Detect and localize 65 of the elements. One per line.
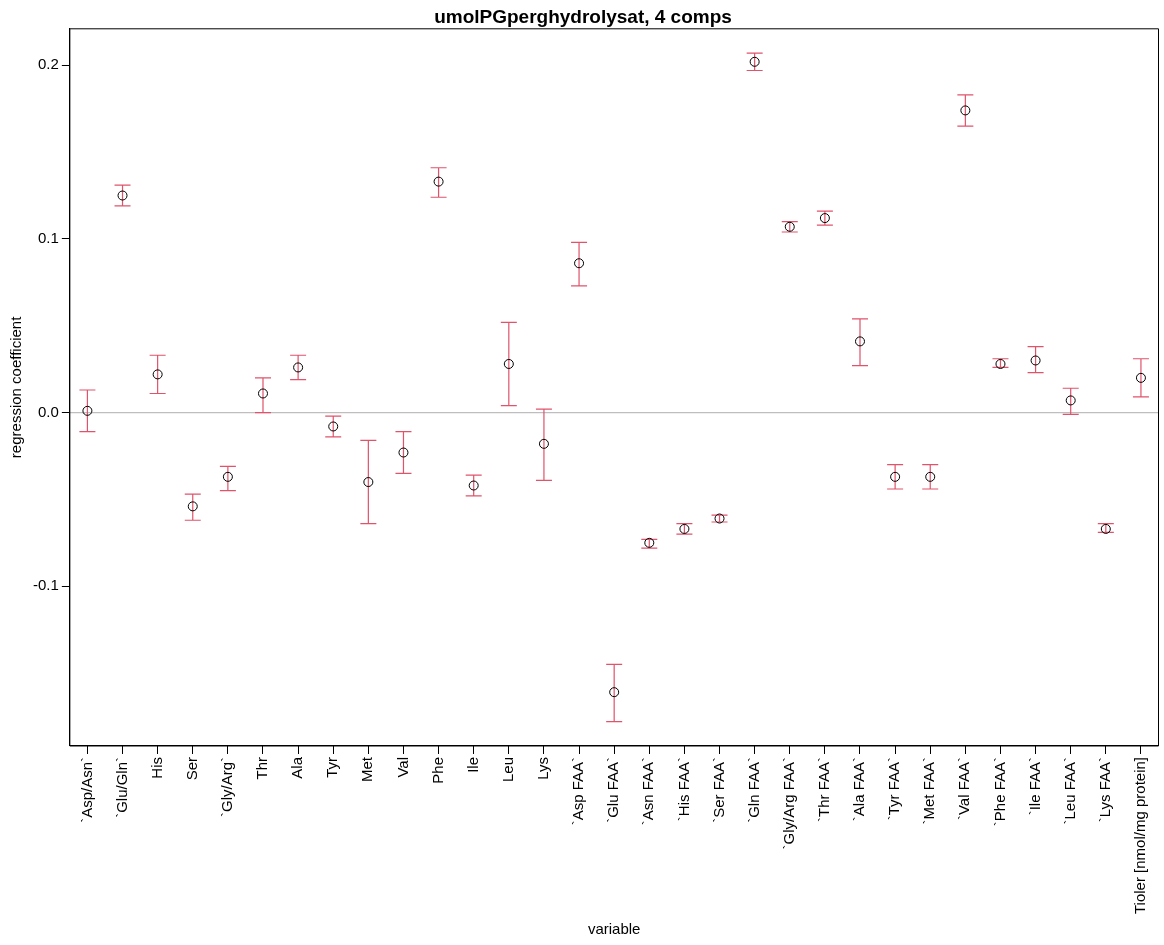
point bbox=[1065, 395, 1076, 406]
y-axis-title: regression coefficient bbox=[7, 315, 25, 459]
point bbox=[890, 471, 901, 482]
x-tick-label: `His FAA` bbox=[674, 757, 692, 822]
point bbox=[117, 190, 128, 201]
point bbox=[152, 369, 163, 380]
point bbox=[398, 447, 409, 458]
point bbox=[1135, 372, 1146, 383]
x-tick-label: `Gln FAA` bbox=[744, 757, 762, 823]
point bbox=[187, 501, 198, 512]
x-tick-label: Met bbox=[358, 756, 376, 783]
x-tick-label: Phe bbox=[428, 757, 446, 784]
point bbox=[714, 513, 725, 524]
point bbox=[433, 176, 444, 187]
x-tick-label: `Asp/Asn` bbox=[77, 757, 95, 823]
x-tick-label: `Thr FAA` bbox=[815, 757, 833, 823]
point bbox=[925, 471, 936, 482]
x-tick-label: His bbox=[147, 757, 165, 779]
y-tick-label: 0.1 bbox=[37, 229, 59, 247]
point bbox=[503, 358, 514, 369]
x-tick-label: Thr bbox=[253, 756, 271, 780]
x-tick-label: Tyr bbox=[323, 757, 341, 778]
x-tick-label: Ser bbox=[182, 756, 200, 781]
x-tick-label: `Met FAA` bbox=[920, 757, 938, 825]
point bbox=[574, 258, 585, 269]
x-tick-label: `Tyr FAA` bbox=[885, 757, 903, 821]
point bbox=[995, 358, 1006, 369]
x-tick-label: `Lys FAA` bbox=[1095, 757, 1113, 823]
chart-title: umolPGperghydrolysat, 4 comps bbox=[434, 5, 732, 27]
x-tick-label: `Glu/Gln` bbox=[112, 757, 130, 818]
x-tick-label: `Ile FAA` bbox=[1025, 757, 1043, 816]
x-tick-label: `Val FAA` bbox=[955, 757, 973, 821]
x-axis-title: variable bbox=[587, 920, 641, 938]
point bbox=[82, 405, 93, 416]
point bbox=[960, 105, 971, 116]
point bbox=[293, 362, 304, 373]
point bbox=[258, 388, 268, 399]
point bbox=[222, 471, 233, 482]
x-tick-label: `Gly/Arg FAA` bbox=[779, 757, 797, 850]
x-tick-label: `Ser FAA` bbox=[709, 757, 727, 823]
x-tick-label: `Phe FAA` bbox=[990, 757, 1008, 827]
x-tick-label: `Leu FAA` bbox=[1060, 757, 1078, 825]
x-tick-label: Tioler [nmol/mg protein] bbox=[1131, 757, 1149, 915]
point bbox=[1100, 523, 1111, 534]
x-tick-label: `Glu FAA` bbox=[604, 757, 622, 823]
point bbox=[363, 477, 374, 488]
point bbox=[1030, 355, 1041, 366]
point bbox=[644, 537, 655, 548]
x-tick-label: Ile bbox=[463, 757, 481, 773]
point bbox=[609, 687, 620, 698]
x-tick-label: Leu bbox=[498, 757, 516, 783]
x-tick-label: `Asn FAA` bbox=[639, 757, 657, 826]
y-tick-label: -0.1 bbox=[32, 576, 59, 594]
x-tick-label: Lys bbox=[534, 757, 552, 780]
x-tick-label: Val bbox=[393, 757, 411, 778]
y-tick-label: 0.0 bbox=[37, 402, 59, 420]
x-tick-label: `Asp FAA` bbox=[569, 757, 587, 826]
point bbox=[855, 336, 865, 347]
x-tick-label: `Ala FAA` bbox=[850, 757, 868, 822]
x-tick-label: `Gly/Arg` bbox=[218, 757, 236, 817]
x-tick-label: Ala bbox=[288, 756, 306, 779]
y-tick-label: 0.2 bbox=[37, 55, 59, 73]
point bbox=[538, 438, 549, 449]
point bbox=[328, 421, 339, 432]
point bbox=[468, 480, 479, 491]
